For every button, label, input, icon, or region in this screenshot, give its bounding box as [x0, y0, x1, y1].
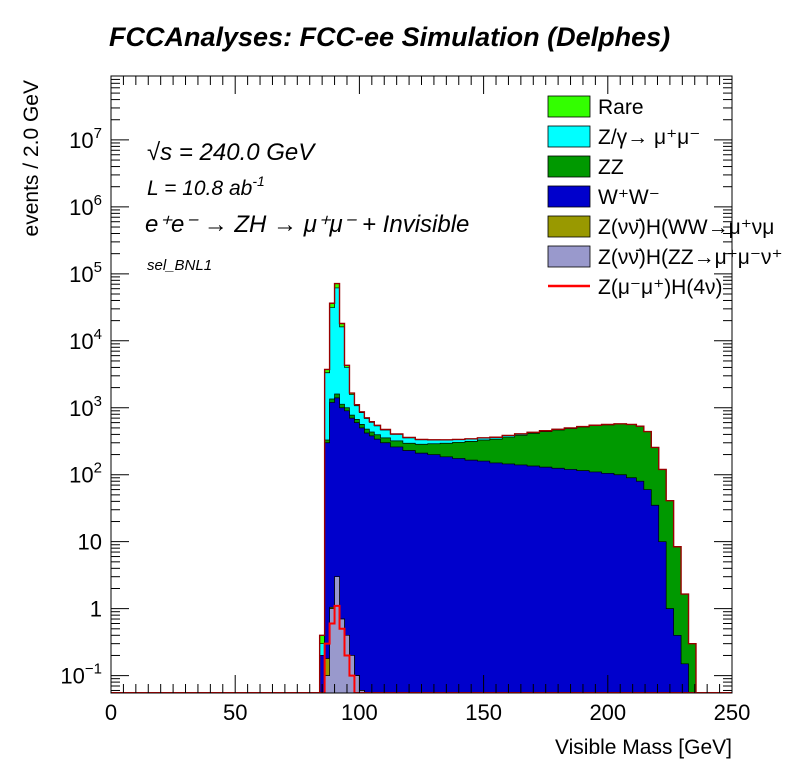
annotations: √s = 240.0 GeV L = 10.8 ab-1 e⁺e⁻ → ZH →…	[145, 139, 469, 274]
y-tick-label: 1	[90, 597, 102, 622]
y-tick-label: 10−1	[60, 661, 102, 689]
legend: Rare Z/γ→ μ⁺μ⁻ ZZ W⁺W⁻ Z(νν̄)H(WW→μ⁺νμ Z(νν̄)…	[547, 95, 783, 299]
y-tick-label: 104	[69, 326, 102, 354]
y-tick-label: 103	[69, 393, 102, 421]
legend-entry: Z(μ⁻μ⁺)H(4ν)	[598, 276, 723, 299]
y-tick-label: 105	[69, 259, 102, 287]
stack-area-2	[111, 397, 705, 693]
y-tick-label: 107	[69, 125, 102, 153]
y-tick-label: 102	[69, 460, 102, 488]
x-axis-label: Visible Mass [GeV]	[555, 736, 732, 759]
x-tick-label: 250	[714, 700, 751, 725]
legend-swatch	[547, 95, 591, 118]
legend-entry: ZZ	[598, 156, 624, 179]
legend-entry: W⁺W⁻	[598, 186, 660, 209]
total-outline	[111, 282, 732, 693]
legend-entry: Z/γ→ μ⁺μ⁻	[598, 126, 700, 149]
chart-title: FCCAnalyses: FCC-ee Simulation (Delphes)	[109, 22, 670, 52]
x-tick-label: 100	[341, 700, 378, 725]
legend-entry: Rare	[598, 96, 644, 119]
y-axis-label: events / 2.0 GeV	[20, 80, 43, 236]
y-tick-label: 106	[69, 192, 102, 220]
legend-swatch	[547, 215, 591, 238]
legend-swatch	[547, 155, 591, 178]
signal-line	[111, 604, 732, 693]
legend-swatch	[547, 125, 591, 148]
legend-swatch	[547, 185, 591, 208]
selection-annotation: sel_BNL1	[147, 257, 212, 274]
legend-swatch	[547, 245, 591, 268]
x-tick-label: 150	[465, 700, 502, 725]
lumi-annotation: L = 10.8 ab-1	[147, 173, 265, 200]
x-tick-label: 200	[589, 700, 626, 725]
process-annotation: e⁺e⁻ → ZH → μ⁺μ⁻ + Invisible	[145, 211, 469, 238]
y-tick-label: 10	[78, 530, 102, 555]
legend-entry: Z(νν̄)H(WW→μ⁺νμ	[598, 216, 774, 239]
x-tick-label: 0	[105, 700, 117, 725]
legend-entry: Z(νν̄)H(ZZ→μ⁺μ⁻ν⁺	[598, 246, 783, 269]
stacked-histogram	[111, 282, 732, 693]
x-tick-label: 50	[223, 700, 247, 725]
sqrt-s-annotation: √s = 240.0 GeV	[147, 139, 316, 166]
axes: 0 50 100 150 200 250 10−1 1 10 102 103 104 105 106 107	[60, 75, 751, 725]
